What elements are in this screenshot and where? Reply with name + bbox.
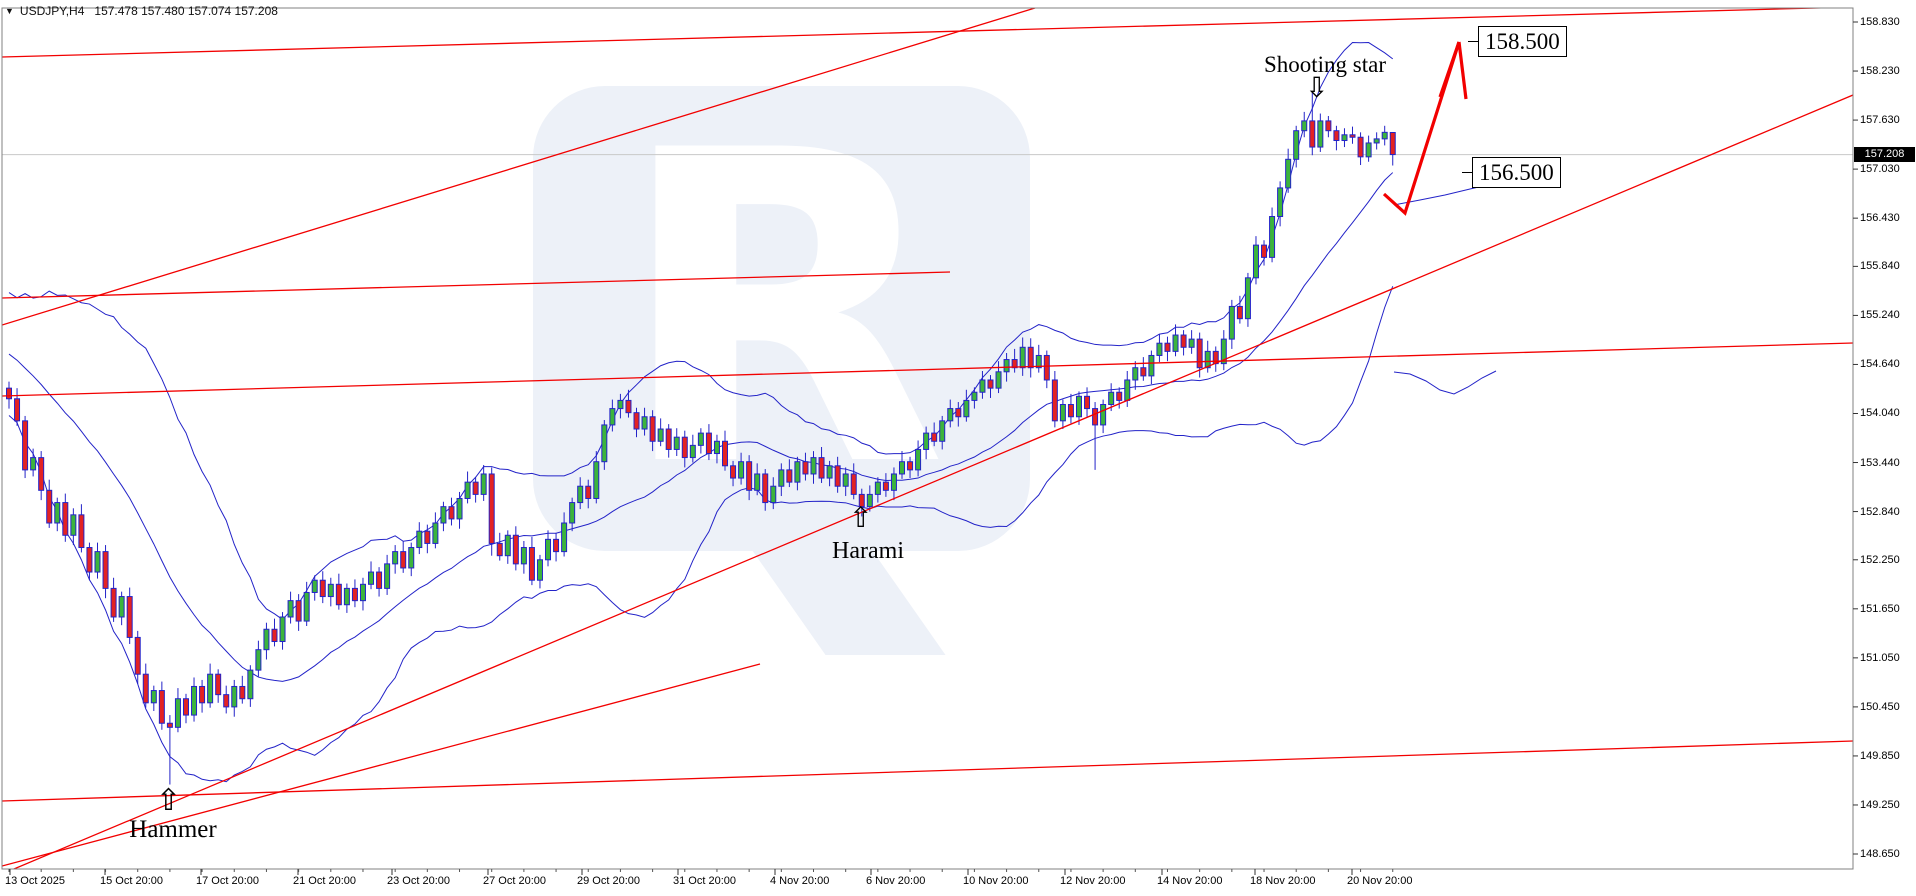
chart-title-bar: ▼ USDJPY,H4 157.478 157.480 157.074 157.… — [5, 4, 278, 18]
harami-arrow-icon: ⇧ — [849, 501, 873, 534]
time-axis-label: 4 Nov 20:00 — [770, 875, 830, 887]
trade-arrow — [1382, 41, 1468, 216]
time-axis-label: 14 Nov 20:00 — [1157, 875, 1223, 887]
time-axis-label: 18 Nov 20:00 — [1250, 875, 1316, 887]
shooting-star-label: Shooting star — [1263, 52, 1387, 77]
price-axis-label: 152.250 — [1860, 553, 1900, 566]
price-axis-label: 153.440 — [1860, 456, 1900, 469]
time-axis-label: 13 Oct 2025 — [5, 875, 65, 887]
bollinger-middle — [8, 172, 1394, 682]
trendlines — [2, 8, 1853, 869]
price-axis-label: 150.450 — [1860, 700, 1900, 713]
price-axis-label: 154.040 — [1860, 407, 1900, 420]
candles — [6, 91, 1396, 785]
price-axis-label: 154.640 — [1860, 358, 1900, 371]
harami-label: Harami — [832, 538, 904, 564]
time-axis-label: 15 Oct 20:00 — [100, 875, 163, 887]
time-axis-label: 17 Oct 20:00 — [196, 875, 259, 887]
time-axis-label: 21 Oct 20:00 — [293, 875, 356, 887]
price-axis-label: 155.840 — [1860, 260, 1900, 273]
price-axis-label: 158.230 — [1860, 65, 1900, 78]
price-axis-label: 151.050 — [1860, 651, 1900, 664]
price-axis-label: 158.830 — [1860, 16, 1900, 28]
ohlc-quote-line: 157.478 157.480 157.074 157.208 — [94, 4, 278, 18]
hammer-arrow-icon: ⇧ — [156, 783, 182, 818]
time-axis-label: 20 Nov 20:00 — [1347, 875, 1413, 887]
bollinger-upper — [8, 41, 1394, 621]
time-axis-label: 12 Nov 20:00 — [1060, 875, 1126, 887]
target-price-box-lower[interactable]: 156.500 — [1462, 157, 1561, 188]
time-axis-label: 27 Oct 20:00 — [483, 875, 546, 887]
symbol-timeframe-label: USDJPY,H4 — [19, 4, 85, 18]
broker-watermark: R — [533, 86, 1030, 551]
time-axis-label: 29 Oct 20:00 — [577, 875, 640, 887]
time-axis-label: 6 Nov 20:00 — [866, 875, 926, 887]
price-axis-label: 155.240 — [1860, 309, 1900, 322]
time-axis-label: 31 Oct 20:00 — [673, 875, 736, 887]
shooting-star-arrow-icon: ⇩ — [1305, 71, 1329, 104]
price-axis-label: 149.250 — [1860, 798, 1900, 811]
plot-border — [1, 7, 1854, 870]
price-axis-label: 157.030 — [1860, 163, 1900, 176]
time-axis-label: 10 Nov 20:00 — [963, 875, 1029, 887]
current-price-tag: 157.208 — [1854, 147, 1915, 162]
price-axis-label: 151.650 — [1860, 602, 1900, 615]
band-tail-lower — [1393, 370, 1497, 395]
price-axis-label: 156.430 — [1860, 212, 1900, 225]
time-axis-label: 23 Oct 20:00 — [387, 875, 450, 887]
price-axis-label: 149.850 — [1860, 749, 1900, 762]
hammer-label: Hammer — [129, 816, 217, 843]
bollinger-lower — [8, 286, 1394, 783]
symbol-dropdown-icon[interactable]: ▼ — [5, 6, 14, 16]
plot-area — [2, 8, 1853, 869]
price-axis-label: 152.840 — [1860, 505, 1900, 518]
target-price-box-upper[interactable]: 158.500 — [1468, 26, 1567, 57]
price-axis-label: 148.650 — [1860, 848, 1900, 860]
price-axis-label: 157.630 — [1860, 114, 1900, 127]
